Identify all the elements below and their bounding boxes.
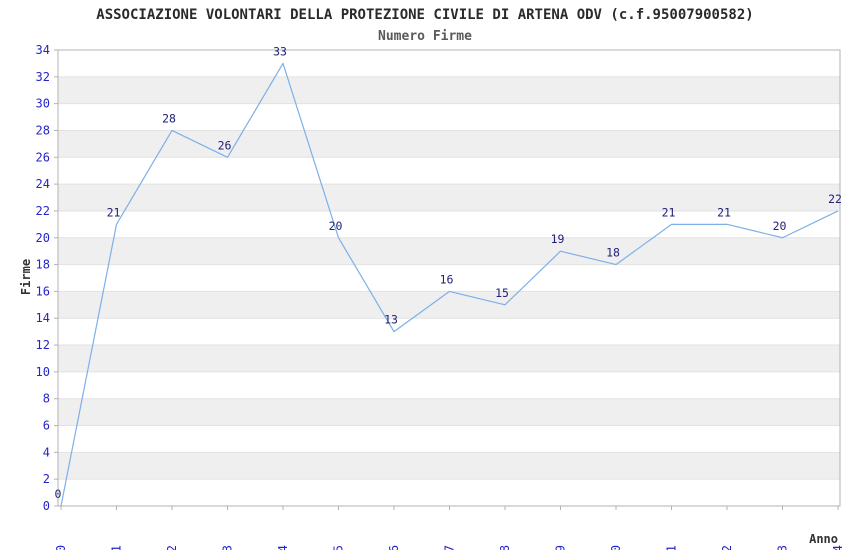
x-tick-label: 2015	[332, 545, 346, 550]
y-tick-label: 0	[43, 499, 50, 513]
y-tick-label: 6	[43, 419, 50, 433]
data-label: 0	[55, 487, 62, 501]
chart-line	[60, 62, 839, 507]
y-tick-label: 26	[36, 150, 50, 164]
data-label: 26	[218, 138, 232, 152]
plot-area: 0246810121416182022242628303234201020112…	[36, 43, 845, 550]
data-label: 33	[273, 44, 287, 58]
y-tick-label: 28	[36, 123, 50, 137]
grid-band	[58, 291, 840, 319]
y-tick-label: 20	[36, 231, 50, 245]
y-tick-label: 14	[36, 311, 50, 325]
x-tick-label: 2012	[165, 545, 179, 550]
y-tick-label: 16	[36, 284, 50, 298]
x-tick-label: 2016	[387, 545, 401, 550]
x-tick-label: 2019	[554, 545, 568, 550]
grid-band	[58, 398, 840, 426]
y-tick-label: 10	[36, 365, 50, 379]
data-label: 21	[717, 205, 731, 219]
x-tick-label: 2010	[54, 545, 68, 550]
grid-band	[58, 237, 840, 265]
x-axis-label: Anno	[809, 532, 838, 546]
grid-band	[58, 184, 840, 211]
y-tick-label: 30	[36, 97, 50, 111]
data-label: 28	[162, 111, 176, 125]
data-label: 19	[551, 232, 565, 246]
data-label: 22	[828, 192, 842, 206]
x-tick-label: 2023	[776, 545, 790, 550]
grid-band	[58, 452, 840, 480]
y-tick-label: 4	[43, 445, 50, 459]
y-tick-label: 12	[36, 338, 50, 352]
y-tick-label: 2	[43, 472, 50, 486]
data-label: 21	[107, 205, 121, 219]
y-axis-label: Firme	[19, 259, 33, 295]
chart-subtitle: Numero Firme	[378, 29, 472, 44]
grid-band	[58, 345, 840, 372]
data-label: 20	[329, 219, 343, 233]
data-label: 20	[773, 219, 787, 233]
y-tick-label: 32	[36, 70, 50, 84]
grid-band	[58, 76, 840, 104]
x-tick-label: 2017	[443, 545, 457, 550]
data-label: 18	[606, 246, 620, 260]
data-label: 13	[384, 313, 398, 327]
x-tick-label: 2021	[665, 545, 679, 550]
x-tick-label: 2018	[498, 545, 512, 550]
chart-title: ASSOCIAZIONE VOLONTARI DELLA PROTEZIONE …	[96, 7, 753, 23]
y-tick-label: 8	[43, 392, 50, 406]
grid-band	[58, 130, 840, 158]
data-label: 15	[495, 286, 509, 300]
data-label: 16	[440, 272, 454, 286]
x-tick-label: 2011	[110, 545, 124, 550]
y-tick-label: 18	[36, 258, 50, 272]
y-tick-label: 22	[36, 204, 50, 218]
x-tick-label: 2024	[831, 545, 845, 550]
x-tick-label: 2020	[609, 545, 623, 550]
x-tick-label: 2014	[276, 545, 290, 550]
data-label: 21	[662, 205, 676, 219]
y-tick-label: 34	[36, 43, 50, 57]
y-tick-label: 24	[36, 177, 50, 191]
